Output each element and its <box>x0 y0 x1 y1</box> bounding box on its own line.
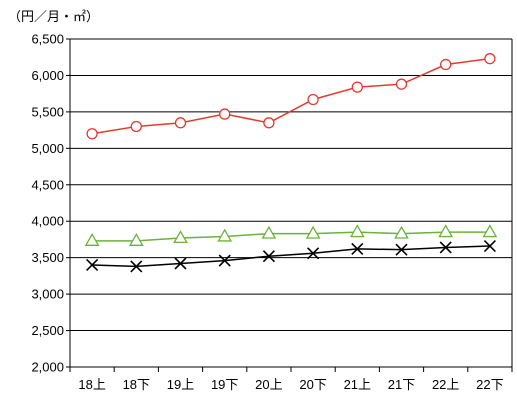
data-point-x <box>130 260 143 273</box>
data-point-circle <box>263 117 275 129</box>
x-tick-label: 20上 <box>255 377 282 392</box>
data-point-triangle <box>128 232 144 246</box>
data-point-x <box>439 241 452 254</box>
data-point-circle <box>86 128 98 140</box>
x-tick-label: 19上 <box>167 377 194 392</box>
data-point-x-stroke <box>483 239 496 253</box>
data-point-triangle <box>438 224 454 238</box>
data-point-x-stroke <box>218 254 231 267</box>
y-tick-label: 4,500 <box>31 177 64 192</box>
data-point-triangle <box>173 230 188 244</box>
series-1 <box>86 53 496 140</box>
y-tick-label: 3,500 <box>31 250 64 265</box>
data-point-x <box>86 258 99 272</box>
x-tick-label: 18下 <box>123 377 150 392</box>
data-point-triangle <box>84 232 100 246</box>
data-point-triangle <box>394 225 409 239</box>
y-tick-label: 5,000 <box>31 141 64 156</box>
data-point-x-stroke <box>395 243 408 256</box>
y-axis: 2,000 2,500 3,000 3,500 4,000 4,500 5,000 5,500… <box>31 32 513 375</box>
data-point-x-stroke <box>174 257 187 270</box>
data-point-triangle <box>261 225 277 239</box>
data-point-triangle <box>349 224 365 238</box>
data-point-x <box>218 254 231 267</box>
series-line <box>92 231 490 242</box>
data-point-x-stroke <box>307 247 320 260</box>
y-axis-unit-label: （円／月・㎡） <box>8 10 100 25</box>
series-line <box>92 245 490 268</box>
data-point-circle <box>440 58 452 71</box>
x-axis: 18上 18下 19上 19下 20上 20下 21上 21下 22上 22下 <box>69 367 513 392</box>
data-point-x-stroke <box>86 258 99 272</box>
y-tick-label: 6,500 <box>31 32 64 47</box>
y-tick-label: 2,000 <box>31 360 64 375</box>
data-point-x <box>262 250 275 263</box>
data-point-x-stroke <box>262 250 275 263</box>
x-tick-label: 18上 <box>78 377 105 392</box>
data-point-x <box>395 243 408 256</box>
data-point-triangle <box>217 228 233 242</box>
x-tick-label: 22下 <box>476 377 503 392</box>
data-point-x-stroke <box>130 260 143 273</box>
series-group <box>84 53 498 273</box>
data-point-circle <box>395 78 408 90</box>
data-point-x <box>307 247 320 260</box>
series-2 <box>84 224 498 246</box>
data-point-triangle <box>482 224 498 238</box>
data-point-x <box>174 257 187 270</box>
y-tick-label: 2,500 <box>31 323 64 338</box>
data-point-circle <box>219 108 231 120</box>
data-point-circle <box>307 93 319 106</box>
y-tick-label: 3,000 <box>31 287 64 302</box>
grid-lines <box>70 38 512 368</box>
x-tick-label: 21下 <box>388 377 415 392</box>
data-point-triangle <box>305 225 321 239</box>
series-line <box>91 57 490 135</box>
data-point-circle <box>174 117 187 129</box>
y-tick-label: 5,500 <box>31 104 64 119</box>
series-3 <box>86 239 496 273</box>
data-point-circle <box>484 53 496 65</box>
data-point-x <box>483 239 496 253</box>
y-tick-label: 6,000 <box>31 68 64 83</box>
data-point-circle <box>351 81 363 93</box>
data-point-circle <box>130 120 142 133</box>
data-point-x-stroke <box>351 242 364 255</box>
x-tick-label: 20下 <box>299 377 326 392</box>
x-tick-label: 19下 <box>211 377 238 392</box>
x-tick-label: 21上 <box>344 377 371 392</box>
x-tick-label: 22上 <box>432 377 459 392</box>
data-point-x <box>351 242 364 255</box>
y-tick-label: 4,000 <box>31 214 64 229</box>
data-point-x-stroke <box>439 241 452 254</box>
